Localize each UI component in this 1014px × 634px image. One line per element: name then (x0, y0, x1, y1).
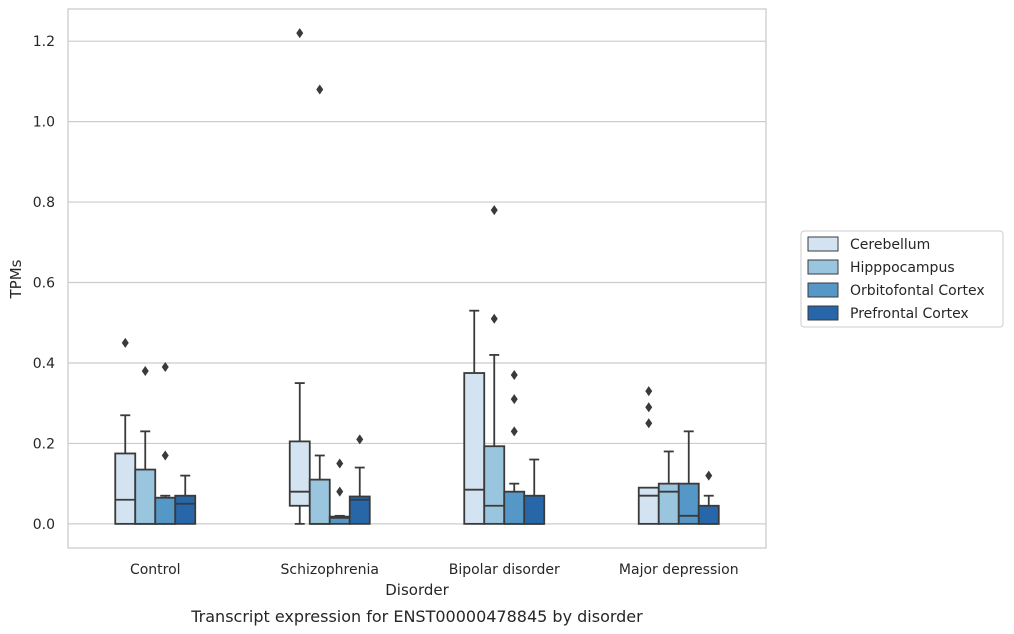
y-tick-labels: 0.0 0.2 0.4 0.6 0.8 1.0 1.2 (33, 34, 55, 533)
figure-caption: Transcript expression for ENST0000047884… (190, 607, 643, 626)
box (523, 494, 546, 525)
legend-swatch (807, 236, 839, 252)
y-tick-label: 0.8 (33, 195, 55, 211)
legend: Cerebellum Hipppocampus Orbitofontal Corte… (800, 230, 1004, 328)
box (463, 372, 486, 525)
y-tick-label: 1.0 (33, 115, 55, 131)
plot-area-frame (67, 8, 767, 549)
outlier-point (645, 402, 653, 413)
box-group (677, 430, 700, 525)
box-group (463, 309, 486, 525)
legend-label: Orbitofontal Cortex (850, 283, 985, 299)
outlier-point (161, 361, 169, 372)
x-axis-label: Disorder (385, 581, 449, 599)
box (114, 452, 137, 525)
box-group (697, 470, 720, 525)
box (483, 445, 506, 525)
grid-lines (68, 40, 766, 525)
box-group (483, 205, 506, 525)
box-group (503, 370, 526, 525)
outlier-point (356, 434, 364, 445)
y-tick-label: 1.2 (33, 34, 55, 50)
box-group (288, 28, 311, 525)
legend-label: Hipppocampus (850, 260, 955, 276)
box (503, 490, 526, 525)
outlier-point (645, 386, 653, 397)
outlier-point (510, 370, 518, 381)
legend-swatch (807, 282, 839, 298)
box (154, 496, 177, 525)
outlier-point (510, 394, 518, 405)
box (697, 504, 720, 525)
outlier-point (705, 470, 713, 481)
outlier-point (336, 458, 344, 469)
y-tick-label: 0.6 (33, 276, 55, 292)
box-group (657, 450, 680, 525)
outlier-point (645, 418, 653, 429)
outlier-point (490, 313, 498, 324)
boxes-layer (114, 28, 720, 525)
box-group (328, 458, 351, 525)
outlier-point (490, 205, 498, 216)
outlier-point (510, 426, 518, 437)
outlier-point (336, 486, 344, 497)
outlier-point (161, 450, 169, 461)
legend-frame (800, 230, 1004, 328)
box-group (523, 458, 546, 525)
x-tick-labels: Control Schizophrenia Bipolar disorder Majo… (130, 562, 739, 578)
box-group (308, 84, 331, 525)
box-group (637, 386, 660, 525)
x-tick-label: Bipolar disorder (449, 562, 560, 578)
box (637, 486, 660, 525)
y-tick-label: 0.0 (33, 517, 55, 533)
box-group (134, 366, 157, 525)
box (134, 468, 157, 525)
legend-label: Prefrontal Cortex (850, 306, 969, 322)
box (348, 495, 371, 525)
box-group (174, 474, 197, 525)
x-tick-label: Major depression (619, 562, 739, 578)
outlier-point (121, 337, 129, 348)
legend-swatch (807, 259, 839, 275)
box (288, 440, 311, 507)
legend-swatch (807, 305, 839, 321)
outlier-point (316, 84, 324, 95)
legend-label: Cerebellum (850, 237, 930, 253)
y-tick-label: 0.4 (33, 356, 55, 372)
box-group (114, 337, 137, 525)
box-group (348, 434, 371, 525)
box (174, 494, 197, 525)
box (657, 482, 680, 525)
y-tick-label: 0.2 (33, 436, 55, 452)
outlier-point (296, 28, 304, 39)
box (677, 482, 700, 525)
box-group (154, 361, 177, 525)
y-axis-label: TPMs (7, 259, 25, 299)
outlier-point (141, 366, 149, 377)
box (308, 478, 331, 525)
x-tick-label: Schizophrenia (281, 562, 379, 578)
x-tick-label: Control (130, 562, 181, 578)
